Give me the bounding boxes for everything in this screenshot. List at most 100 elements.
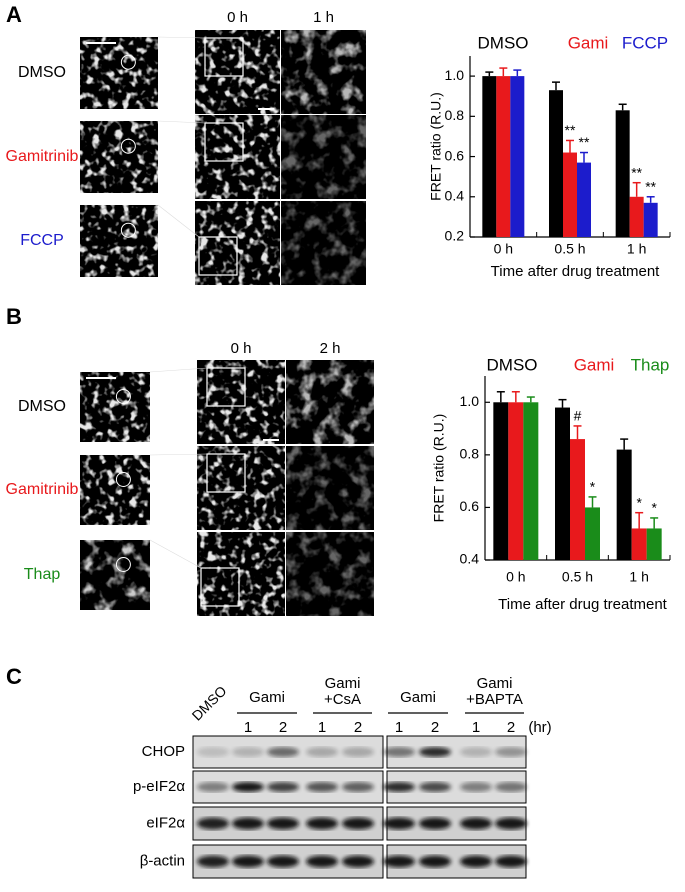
row-label: Gamitrinib xyxy=(6,148,79,165)
roi-circle xyxy=(120,138,136,154)
blot-band xyxy=(267,855,299,868)
lane-number: 1 xyxy=(318,719,326,736)
significance-label: * xyxy=(590,479,596,495)
blot-band xyxy=(383,817,415,830)
inset-box xyxy=(204,37,244,77)
blot-band xyxy=(197,747,229,757)
blot-band xyxy=(306,747,338,757)
column-header: 2 h xyxy=(320,340,341,357)
blot-band xyxy=(495,747,527,757)
y-tick-label: 0.6 xyxy=(460,498,480,514)
bar xyxy=(482,76,497,237)
roi-circle xyxy=(120,54,136,70)
lane-header: DMSO xyxy=(189,682,230,723)
row-label: DMSO xyxy=(18,398,66,415)
bar xyxy=(555,407,570,560)
significance-label: ** xyxy=(565,122,576,138)
blot-band xyxy=(267,747,299,757)
bar xyxy=(508,402,524,560)
bar xyxy=(563,152,577,237)
legend-entry: FCCP xyxy=(622,33,668,52)
column-header: 0 h xyxy=(231,340,252,357)
roi-circle xyxy=(120,222,136,238)
inset-box xyxy=(206,453,246,493)
panel-label: B xyxy=(6,304,22,329)
blot-band xyxy=(342,747,374,757)
blot-band xyxy=(232,817,264,830)
blot-band xyxy=(197,855,229,868)
micrograph-texture xyxy=(195,115,280,199)
x-tick-label: 0.5 h xyxy=(554,241,585,257)
blot-band xyxy=(495,782,527,792)
blot-band xyxy=(383,855,415,868)
blot-band xyxy=(232,782,264,792)
blot-band xyxy=(495,817,527,830)
legend-entry: DMSO xyxy=(487,355,538,374)
legend-entry: Gami xyxy=(568,33,609,52)
y-tick-label: 1.0 xyxy=(460,393,480,409)
lane-unit: (hr) xyxy=(528,719,551,736)
bar xyxy=(643,202,658,237)
y-axis-label: FRET ratio (R.U.) xyxy=(431,414,447,523)
significance-label: ** xyxy=(645,178,656,194)
x-tick-label: 0.5 h xyxy=(562,569,593,585)
micrograph-texture xyxy=(286,360,374,444)
y-tick-label: 0.4 xyxy=(460,551,480,567)
x-axis-label: Time after drug treatment xyxy=(498,596,668,613)
lane-number: 1 xyxy=(244,719,252,736)
inset-line xyxy=(149,367,208,373)
y-tick-label: 1.0 xyxy=(445,67,465,83)
micrograph-texture xyxy=(80,455,150,525)
significance-label: ** xyxy=(631,164,642,180)
bar xyxy=(496,76,511,237)
blot-band xyxy=(460,817,492,830)
y-tick-label: 0.8 xyxy=(445,107,465,123)
inset-line xyxy=(157,36,206,39)
bar xyxy=(629,196,644,237)
micrograph-texture xyxy=(281,115,366,199)
inset-line xyxy=(157,120,206,124)
lane-header: Gami xyxy=(477,675,513,692)
blot-band xyxy=(232,747,264,757)
micrograph-texture xyxy=(80,372,150,442)
row-label: FCCP xyxy=(20,232,64,249)
micrograph-texture xyxy=(286,532,374,616)
row-label: Thap xyxy=(24,566,61,583)
roi-circle xyxy=(115,389,131,404)
x-tick-label: 0 h xyxy=(494,241,513,257)
blot-band xyxy=(495,855,527,868)
bar xyxy=(631,528,647,560)
x-tick-label: 1 h xyxy=(627,241,646,257)
blot-band xyxy=(383,782,415,792)
blot-band xyxy=(342,817,374,830)
y-tick-label: 0.6 xyxy=(445,147,465,163)
y-tick-label: 0.8 xyxy=(460,446,480,462)
significance-label: # xyxy=(574,408,582,424)
blot-band xyxy=(232,855,264,868)
blot-band xyxy=(267,817,299,830)
blot-row-label: β-actin xyxy=(140,852,185,869)
roi-circle xyxy=(115,472,131,487)
micrograph-texture xyxy=(80,37,158,109)
inset-line xyxy=(149,539,202,569)
roi-circle xyxy=(115,557,131,572)
x-axis-label: Time after drug treatment xyxy=(491,263,661,280)
micrograph-texture xyxy=(197,532,285,616)
lane-number: 2 xyxy=(507,719,515,736)
row-label: Gamitrinib xyxy=(6,481,79,498)
legend-entry: Thap xyxy=(631,355,670,374)
blot-band xyxy=(342,782,374,792)
micrograph-texture xyxy=(197,446,285,530)
inset-line xyxy=(149,453,208,456)
micrograph-texture xyxy=(197,360,285,444)
blot-band xyxy=(197,817,229,830)
inset-box xyxy=(204,122,244,162)
blot-band xyxy=(197,782,229,792)
bar xyxy=(549,90,563,237)
x-tick-label: 1 h xyxy=(629,569,648,585)
inset-line xyxy=(157,204,200,238)
lane-number: 2 xyxy=(279,719,287,736)
column-header: 0 h xyxy=(227,9,248,26)
